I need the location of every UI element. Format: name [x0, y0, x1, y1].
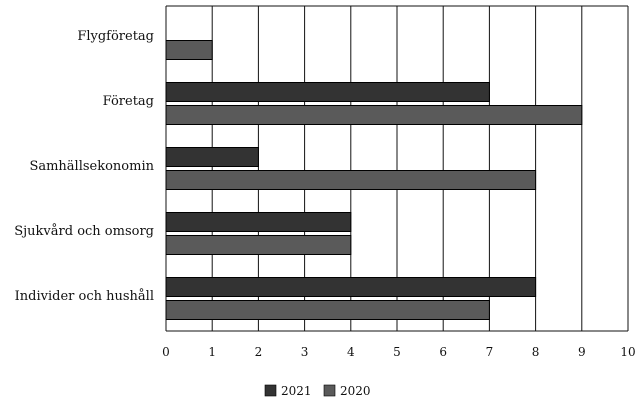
category-label-3: Sjukvård och omsorg — [14, 223, 154, 239]
legend: 2021 2020 — [264, 384, 371, 398]
x-tick-label-3: 3 — [301, 345, 309, 359]
x-tick-label-9: 9 — [578, 345, 586, 359]
x-tick-label-10: 10 — [620, 345, 635, 359]
bar-2021-3 — [165, 212, 352, 232]
category-labels: Flygföretag Företag Samhällsekonomin Sjukvå… — [14, 29, 154, 304]
category-label-0: Flygföretag — [77, 29, 154, 44]
x-tick-label-4: 4 — [347, 345, 355, 359]
legend-swatch-2020 — [323, 384, 336, 397]
x-tick-label-5: 5 — [393, 345, 401, 359]
x-tick-label-0: 0 — [162, 345, 170, 359]
bar-2021-1 — [165, 82, 490, 102]
x-tick-label-2: 2 — [255, 345, 263, 359]
x-tick-label-8: 8 — [532, 345, 540, 359]
bar-2021-4 — [165, 277, 537, 297]
bar-2021-2 — [165, 147, 259, 167]
x-tick-label-7: 7 — [486, 345, 494, 359]
gridlines — [165, 5, 629, 332]
bar-2020-4 — [165, 300, 490, 320]
legend-swatch-2021 — [264, 384, 277, 397]
bar-2020-0 — [165, 40, 213, 60]
bar-2020-2 — [165, 170, 537, 190]
x-axis-ticks: 0 1 2 3 4 5 6 7 8 9 10 — [162, 345, 635, 359]
x-tick-label-6: 6 — [439, 345, 447, 359]
category-label-1: Företag — [103, 94, 154, 109]
x-tick-label-1: 1 — [208, 345, 216, 359]
category-label-4: Individer och hushåll — [15, 288, 154, 304]
legend-label-2020: 2020 — [340, 384, 371, 398]
bar-2020-3 — [165, 235, 352, 255]
bar-2020-1 — [165, 105, 583, 125]
bars — [165, 40, 583, 320]
legend-label-2021: 2021 — [281, 384, 312, 398]
category-label-2: Samhällsekonomin — [29, 159, 154, 174]
